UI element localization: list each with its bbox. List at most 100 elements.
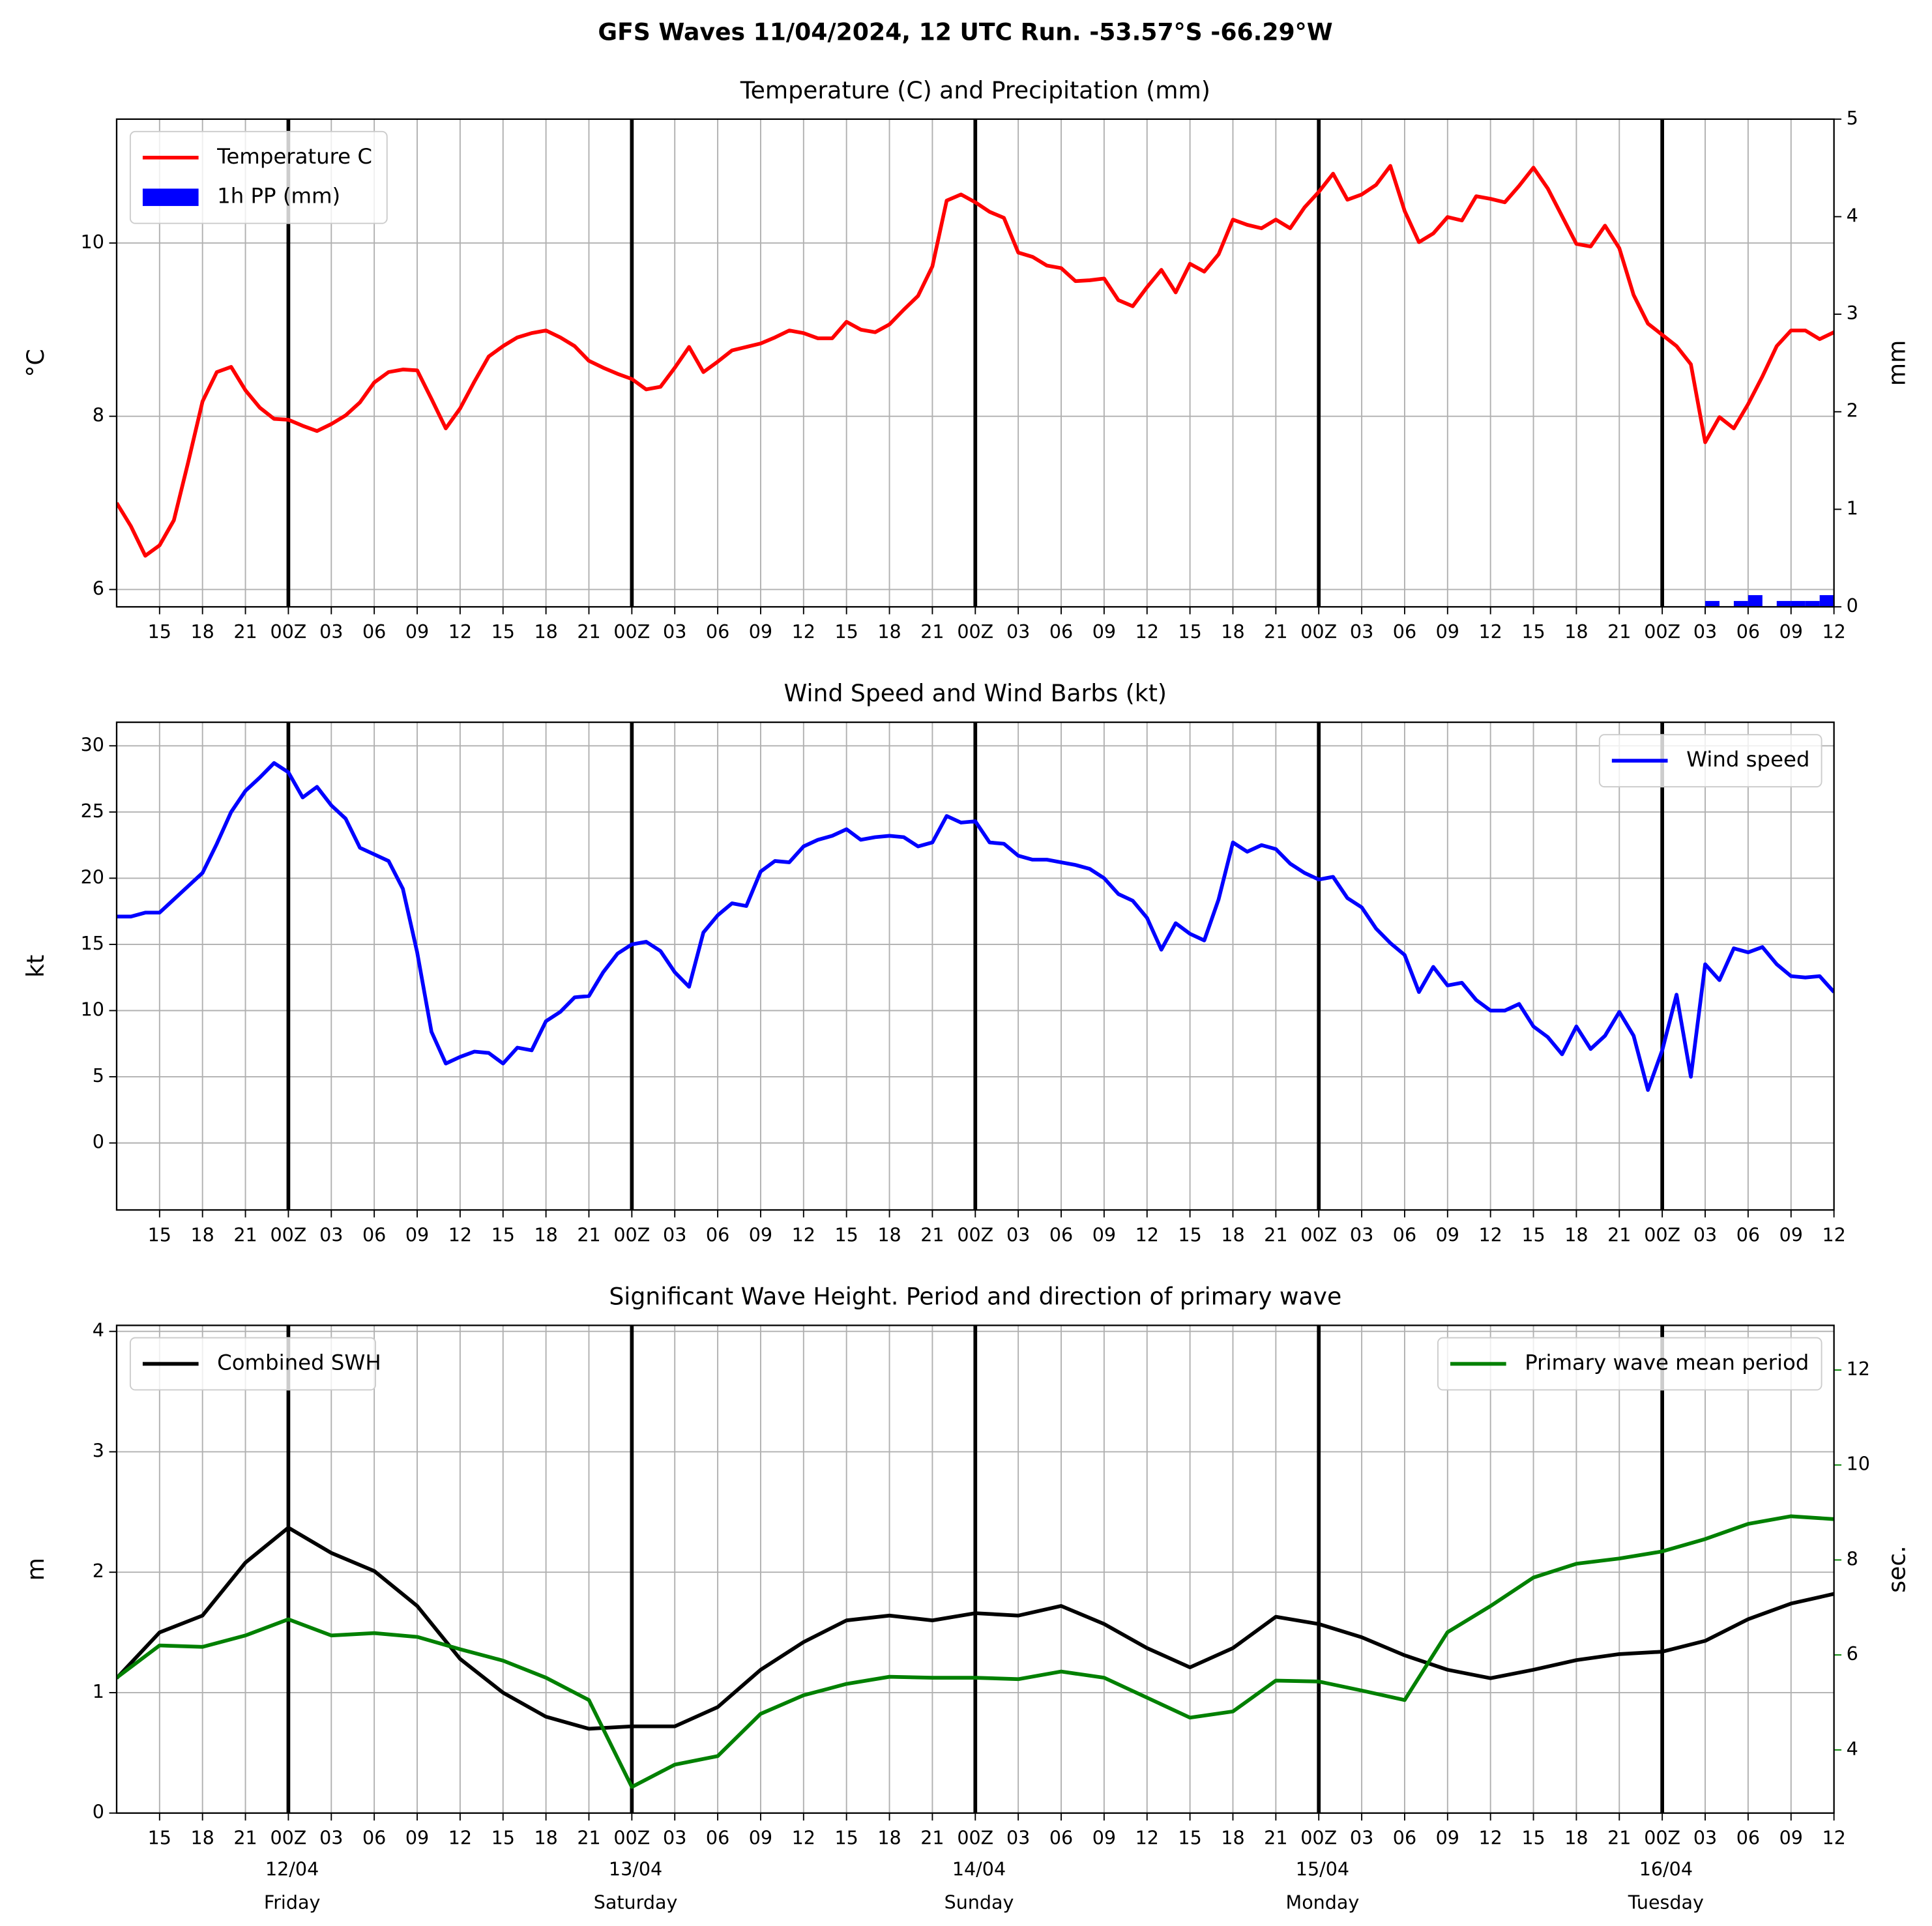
x-tick-label: 06 [706, 1223, 729, 1246]
day-label: Tuesday [1628, 1891, 1704, 1914]
x-tick-label: 06 [1049, 1827, 1073, 1849]
x-tick-label: 09 [1436, 620, 1459, 643]
x-tick-label: 15 [1178, 1827, 1201, 1849]
x-tick-label: 06 [1393, 620, 1416, 643]
x-tick-label: 06 [362, 620, 386, 643]
x-tick-label: 00Z [1644, 620, 1680, 643]
x-tick-label: 00Z [1644, 1827, 1680, 1849]
chart-title: Significant Wave Height. Period and dire… [609, 1283, 1341, 1311]
x-tick-label: 12 [448, 1223, 472, 1246]
x-tick-label: 21 [920, 620, 944, 643]
series-line [116, 1525, 1834, 1731]
x-tick-label: 12 [1479, 1827, 1502, 1849]
x-tick-label: 09 [749, 1827, 772, 1849]
x-tick-label: 15 [1178, 620, 1201, 643]
y-tick-label: 5 [93, 1064, 104, 1087]
x-tick-label: 18 [191, 620, 214, 643]
x-tick-label: 21 [577, 1223, 600, 1246]
date-label: 13/04 [609, 1858, 662, 1880]
x-tick-label: 12 [1479, 1223, 1502, 1246]
legend-label: Temperature C [216, 144, 372, 169]
x-tick-label: 06 [1736, 620, 1760, 643]
x-tick-label: 15 [148, 1827, 171, 1849]
legend-box [1598, 734, 1822, 788]
y2-axis-label: sec. [1883, 1545, 1911, 1592]
x-tick-label: 15 [835, 1827, 858, 1849]
x-tick-label: 09 [1092, 620, 1116, 643]
y2-tick-label: 6 [1847, 1642, 1858, 1665]
y2-tick-label: 2 [1847, 400, 1858, 422]
x-tick-label: 15 [1521, 620, 1545, 643]
x-tick-label: 12 [1479, 620, 1502, 643]
y2-tick-label: 5 [1847, 107, 1858, 129]
x-tick-label: 09 [1779, 620, 1803, 643]
x-tick-label: 00Z [957, 1827, 993, 1849]
x-tick-label: 18 [1221, 620, 1244, 643]
bar [1776, 601, 1791, 607]
x-tick-label: 15 [1178, 1223, 1201, 1246]
x-tick-label: 21 [233, 1827, 257, 1849]
series-line [116, 1514, 1834, 1789]
x-tick-label: 18 [877, 1223, 901, 1246]
x-tick-label: 06 [1393, 1223, 1416, 1246]
x-tick-label: 21 [1607, 1827, 1631, 1849]
x-tick-label: 03 [1350, 1827, 1373, 1849]
x-tick-label: 09 [1092, 1223, 1116, 1246]
y-tick-label: 20 [81, 866, 104, 888]
y-tick-label: 8 [93, 404, 104, 426]
x-tick-label: 03 [663, 1223, 686, 1246]
legend-label: 1h PP (mm) [217, 184, 340, 209]
legend-label: Combined SWH [217, 1350, 381, 1375]
x-tick-label: 15 [148, 1223, 171, 1246]
x-tick-label: 06 [1049, 620, 1073, 643]
x-tick-label: 00Z [613, 620, 650, 643]
x-tick-label: 12 [1135, 1223, 1159, 1246]
x-tick-label: 00Z [1300, 1827, 1337, 1849]
x-tick-label: 18 [534, 620, 557, 643]
x-tick-label: 15 [835, 620, 858, 643]
bar [1805, 601, 1820, 607]
x-tick-label: 00Z [270, 1223, 306, 1246]
y-tick-label: 10 [81, 231, 104, 253]
day-label: Monday [1286, 1891, 1360, 1914]
y-tick-label: 4 [93, 1319, 104, 1341]
x-tick-label: 06 [1393, 1827, 1416, 1849]
x-tick-label: 00Z [1644, 1223, 1680, 1246]
y-tick-label: 1 [93, 1680, 104, 1702]
y2-tick-label: 4 [1847, 204, 1858, 226]
x-tick-label: 18 [191, 1827, 214, 1849]
x-tick-label: 18 [534, 1223, 557, 1246]
x-tick-label: 00Z [957, 1223, 993, 1246]
x-tick-label: 21 [1607, 620, 1631, 643]
chart-title: Temperature (C) and Precipitation (mm) [740, 76, 1210, 104]
x-tick-label: 06 [706, 620, 729, 643]
x-tick-label: 09 [405, 620, 429, 643]
x-tick-label: 06 [362, 1223, 386, 1246]
x-tick-label: 06 [706, 1827, 729, 1849]
x-tick-label: 18 [191, 1223, 214, 1246]
x-tick-label: 21 [1264, 1223, 1287, 1246]
y2-tick-label: 12 [1847, 1358, 1870, 1380]
day-label: Friday [264, 1891, 321, 1914]
y2-tick-label: 0 [1847, 594, 1858, 617]
bar [1819, 595, 1834, 607]
x-tick-label: 15 [1521, 1223, 1545, 1246]
y-axis-label: °C [22, 349, 50, 377]
x-tick-label: 18 [1221, 1827, 1244, 1849]
bar [1791, 601, 1806, 607]
x-tick-label: 06 [1736, 1223, 1760, 1246]
x-tick-label: 12 [1822, 1223, 1845, 1246]
y2-tick-label: 3 [1847, 302, 1858, 324]
x-tick-label: 03 [1350, 620, 1373, 643]
x-tick-label: 03 [319, 620, 343, 643]
x-tick-label: 03 [1006, 620, 1030, 643]
x-tick-label: 15 [491, 620, 515, 643]
y-axis-label: kt [22, 955, 50, 978]
x-tick-label: 06 [1736, 1827, 1760, 1849]
x-tick-label: 00Z [1300, 620, 1337, 643]
date-label: 15/04 [1296, 1858, 1349, 1880]
x-tick-label: 21 [1264, 620, 1287, 643]
x-tick-label: 21 [577, 620, 600, 643]
bar [1748, 595, 1763, 607]
